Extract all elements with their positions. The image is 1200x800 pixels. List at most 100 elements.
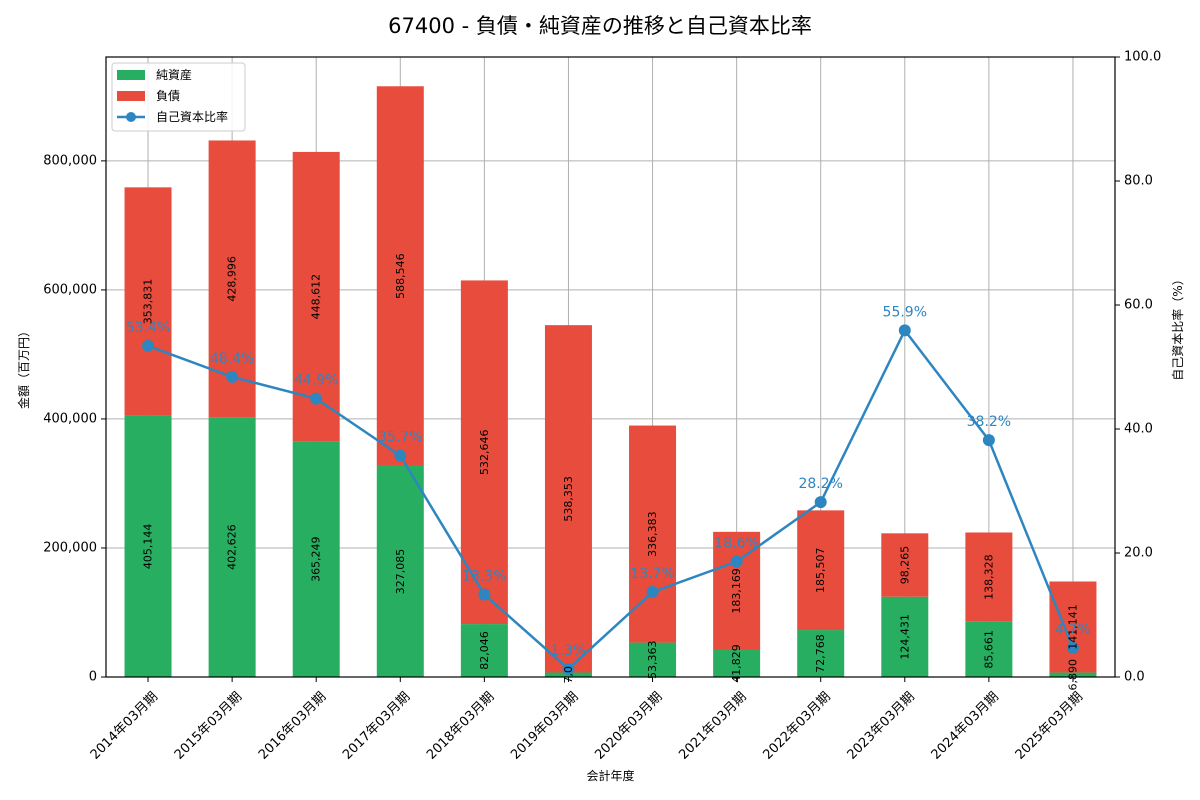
ratio-marker: [814, 496, 827, 509]
ratio-value-label: 13.7%: [630, 566, 674, 582]
bar-net-assets: [881, 596, 929, 677]
net-assets-value-label: 6,890: [1066, 659, 1079, 691]
bar-liabilities: [881, 533, 929, 597]
ratio-value-label: 18.6%: [714, 536, 758, 552]
bar-net-assets: [965, 621, 1013, 677]
x-tick-label: 2024年03月期: [929, 689, 1002, 762]
plot-frame: [105, 56, 1116, 678]
net-assets-value-label: 82,046: [478, 631, 491, 670]
bar-liabilities: [544, 325, 592, 673]
ratio-value-label: 13.3%: [462, 569, 506, 585]
x-tick-label: 2020年03月期: [592, 689, 665, 762]
bar-liabilities: [965, 532, 1013, 622]
x-tick-label: 2018年03月期: [424, 689, 497, 762]
liabilities-value-label: 138,328: [982, 554, 995, 600]
chart-title: 67400 - 負債・純資産の推移と自己資本比率: [388, 14, 812, 38]
y2-axis-title: 自己資本比率（%）: [1170, 273, 1185, 380]
x-tick-label: 2017年03月期: [340, 689, 413, 762]
bar-value-labels: 405,144 353,831 402,626 428,996 365,249 448,6…: [142, 253, 1080, 690]
ratio-marker: [730, 555, 743, 568]
y2-tick-label: 80.0: [1124, 174, 1153, 189]
ratio-line: [147, 328, 1075, 671]
net-assets-value-label: 124,431: [898, 614, 911, 660]
liabilities-value-label: 532,646: [478, 429, 491, 475]
legend-swatch: [117, 70, 145, 80]
net-assets-value-label: 327,085: [394, 549, 407, 595]
bar-net-assets: [797, 630, 845, 677]
ratio-value-label: 48.4%: [210, 351, 254, 367]
y-tick-label: 600,000: [43, 282, 97, 297]
grid-lines: [106, 57, 1115, 677]
liabilities-value-label: 448,612: [310, 274, 323, 320]
bar-liabilities: [797, 510, 845, 631]
liabilities-value-label: 336,383: [646, 511, 659, 557]
ratio-value-label: 53.4%: [126, 320, 170, 336]
x-tick-label: 2015年03月期: [172, 689, 245, 762]
net-assets-value-label: 85,661: [982, 630, 995, 669]
bar-liabilities: [124, 187, 172, 416]
net-assets-value-label: 405,144: [142, 524, 155, 570]
liabilities-value-label: 538,353: [562, 476, 575, 522]
net-assets-value-label: 365,249: [310, 536, 323, 582]
net-assets-value-label: 41,829: [730, 644, 743, 683]
bar-net-assets: [713, 650, 761, 677]
y-tick-label: 0: [89, 670, 97, 685]
liabilities-value-label: 588,546: [394, 253, 407, 299]
x-tick-label: 2025年03月期: [1013, 689, 1086, 762]
net-assets-value-label: 72,768: [814, 634, 827, 673]
ratio-marker: [142, 339, 155, 352]
ratio-marker: [478, 588, 491, 601]
liabilities-value-label: 353,831: [142, 279, 155, 325]
legend-label: 純資産: [156, 67, 192, 82]
y2-tick-label: 20.0: [1124, 546, 1153, 561]
y-tick-label: 800,000: [43, 153, 97, 168]
ratio-value-label: 55.9%: [883, 304, 927, 320]
legend-label: 負債: [156, 88, 180, 103]
ratio-value-label: 1.3%: [551, 643, 587, 659]
liabilities-value-label: 98,265: [898, 546, 911, 585]
legend-box: [111, 62, 246, 132]
y2-tick-label: 40.0: [1124, 422, 1153, 437]
bar-net-assets: [292, 441, 340, 677]
bar-net-assets: [460, 624, 508, 677]
bar-liabilities: [376, 86, 424, 466]
ratio-marker: [226, 370, 239, 383]
liabilities-value-label: 185,507: [814, 547, 827, 593]
bar-net-assets: [1049, 672, 1097, 677]
ratio-value-label: 28.2%: [798, 476, 842, 492]
x-tick-label: 2023年03月期: [845, 689, 918, 762]
legend-swatch: [117, 91, 145, 101]
net-assets-value-label: 53,363: [646, 641, 659, 680]
x-tick-label: 2022年03月期: [760, 689, 833, 762]
liabilities-value-label: 183,169: [730, 568, 743, 614]
y2-tick-label: 60.0: [1124, 298, 1153, 313]
ratio-marker: [394, 449, 407, 462]
x-tick-label: 2016年03月期: [256, 689, 329, 762]
bar-net-assets: [629, 642, 677, 677]
equity-ratio-line: [142, 324, 1079, 675]
net-assets-value-label: 7,0: [562, 666, 575, 684]
bar-liabilities: [1049, 581, 1097, 673]
x-tick-label: 2014年03月期: [88, 689, 161, 762]
ratio-marker: [562, 662, 575, 675]
ratio-value-label: 44.9%: [294, 373, 338, 389]
bar-net-assets: [124, 415, 172, 677]
ratio-marker: [898, 324, 911, 337]
y2-tick-label: 0.0: [1124, 670, 1145, 685]
ratio-marker: [646, 586, 659, 599]
ratio-value-labels: 53.4% 48.4% 44.9% 35.7% 13.3% 1.3% 13.7% 18.6% 2…: [126, 304, 1091, 659]
ratio-value-label: 4.7%: [1055, 622, 1091, 638]
y-tick-label: 200,000: [43, 540, 97, 555]
bar-net-assets: [208, 417, 256, 677]
ratio-marker: [982, 434, 995, 447]
x-tick-label: 2021年03月期: [676, 689, 749, 762]
ratio-marker: [310, 392, 323, 405]
bar-net-assets: [376, 465, 424, 677]
x-axis-title: 会計年度: [586, 768, 634, 783]
y2-tick-label: 100.0: [1124, 50, 1161, 65]
x-tick-label: 2019年03月期: [508, 689, 581, 762]
ratio-value-label: 38.2%: [967, 414, 1011, 430]
liabilities-value-label: 428,996: [226, 256, 239, 302]
